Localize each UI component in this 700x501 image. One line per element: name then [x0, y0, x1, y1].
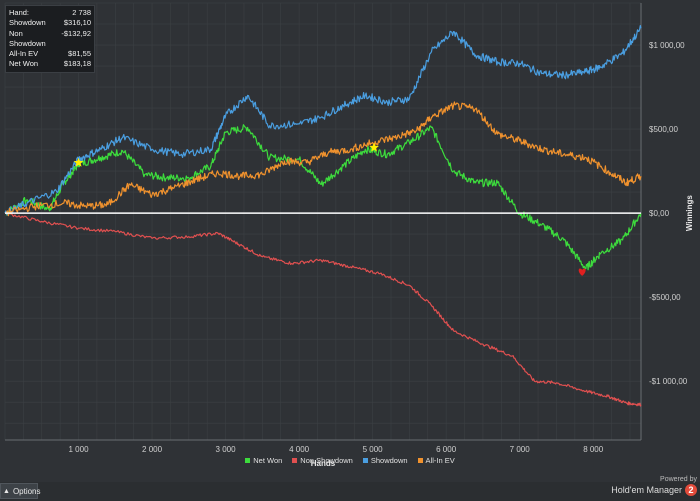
- legend-item-allin-ev[interactable]: All-In EV: [417, 456, 455, 465]
- brand-name: Hold'em Manager: [611, 485, 682, 495]
- options-button[interactable]: ▲ Options: [0, 483, 41, 499]
- stats-panel: Hand: 2 738 Showdown $316,10 Non Showdown -…: [5, 5, 95, 73]
- x-axis-title: Hands: [311, 459, 336, 468]
- series-line-all-in-ev: [4, 101, 642, 217]
- legend: Net Won Non Showdown Showdown All-In EV: [0, 456, 700, 465]
- x-tick-label: 7 000: [510, 445, 531, 454]
- grid-lines: [4, 2, 641, 440]
- legend-item-net-won[interactable]: Net Won: [245, 456, 282, 465]
- powered-by-label: Powered by: [660, 476, 697, 483]
- stat-row-non-showdown: Non Showdown -$132,92: [9, 28, 91, 48]
- y-axis-title: Winnings: [685, 195, 694, 231]
- y-tick-label: -$1 000,00: [649, 377, 688, 386]
- brand-logo: Powered by Hold'em Manager 2: [611, 476, 697, 496]
- series-line-showdown: [4, 25, 642, 216]
- series-lines: [4, 25, 642, 407]
- legend-swatch: [292, 458, 298, 463]
- y-tick-label: -$500,00: [649, 293, 681, 302]
- series-line-non-showdown: [4, 211, 642, 407]
- brand-badge-icon: 2: [685, 484, 697, 496]
- stat-row-net-won: Net Won $183,18: [9, 59, 91, 69]
- series-line-net-won: [4, 124, 642, 271]
- axes: 1 000 2 000 3 000 4 000 5 000 6 000 7 000 8 000…: [5, 3, 694, 468]
- stat-row-allin-ev: All-In EV $81,55: [9, 49, 91, 59]
- chevron-up-icon: ▲: [3, 487, 10, 495]
- legend-item-showdown[interactable]: Showdown: [362, 456, 408, 465]
- x-tick-label: 5 000: [363, 445, 384, 454]
- stat-row-showdown: Showdown $316,10: [9, 18, 91, 28]
- x-tick-label: 8 000: [583, 445, 604, 454]
- plot-area: [5, 3, 641, 440]
- star-marker-icon: [369, 142, 379, 152]
- footer-bar: [0, 482, 700, 501]
- x-tick-label: 2 000: [142, 445, 163, 454]
- heart-marker-icon: [578, 268, 586, 276]
- x-tick-label: 1 000: [69, 445, 90, 454]
- y-tick-label: $0,00: [649, 209, 670, 218]
- y-tick-label: $500,00: [649, 125, 678, 134]
- x-tick-label: 6 000: [436, 445, 457, 454]
- legend-swatch: [362, 458, 368, 463]
- x-tick-label: 4 000: [289, 445, 310, 454]
- y-tick-label: $1 000,00: [649, 41, 685, 50]
- stat-row-hand: Hand: 2 738: [9, 8, 91, 17]
- x-tick-label: 3 000: [216, 445, 237, 454]
- star-marker-icon: [73, 157, 84, 167]
- markers: [73, 142, 586, 276]
- legend-swatch: [417, 458, 423, 463]
- legend-item-non-showdown[interactable]: Non Showdown: [292, 456, 353, 465]
- legend-swatch: [245, 458, 251, 463]
